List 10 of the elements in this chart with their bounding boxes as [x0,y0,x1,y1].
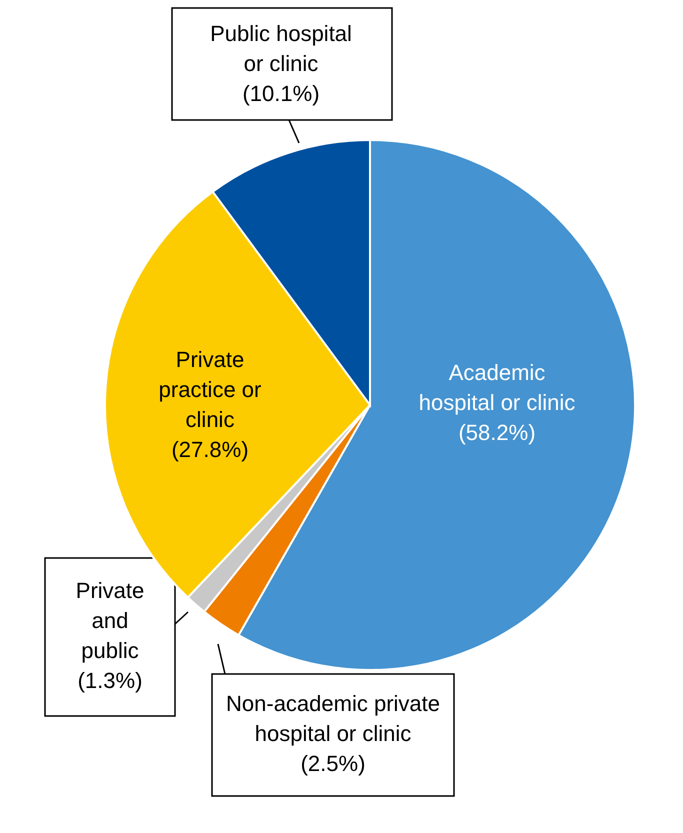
slice-label: Public hospital or clinic [210,21,352,76]
data-label: (2.5%) [300,751,366,776]
data-label: (10.1%) [242,81,320,106]
slice-label: Academic hospital or clinic [418,360,576,415]
slice-label: Private and public [76,578,144,663]
data-label: (58.2%) [458,420,536,445]
data-label: (27.8%) [171,437,249,462]
slice-label: Private practice or clinic [158,347,262,432]
data-label: (1.3%) [78,668,142,693]
slice-label: Non-academic private hospital or clinic [226,691,440,746]
